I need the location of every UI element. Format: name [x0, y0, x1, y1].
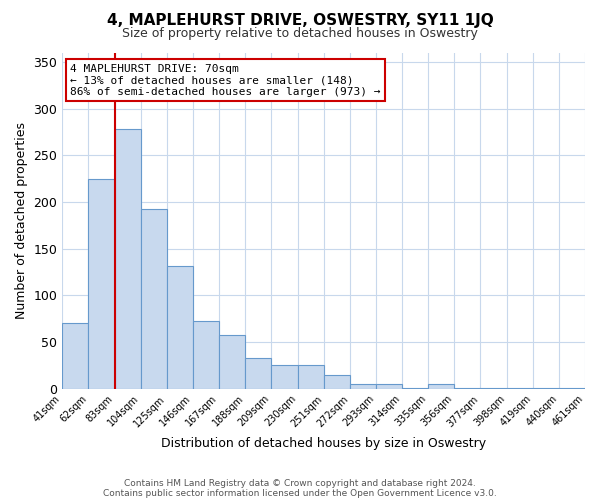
Y-axis label: Number of detached properties: Number of detached properties — [15, 122, 28, 319]
Bar — [88, 178, 115, 389]
Bar — [62, 324, 88, 389]
Bar — [350, 384, 376, 389]
Bar — [533, 388, 559, 389]
Text: 4 MAPLEHURST DRIVE: 70sqm
← 13% of detached houses are smaller (148)
86% of semi: 4 MAPLEHURST DRIVE: 70sqm ← 13% of detac… — [70, 64, 380, 97]
Bar — [271, 366, 298, 389]
Bar — [167, 266, 193, 389]
Bar — [115, 129, 140, 389]
Text: Contains public sector information licensed under the Open Government Licence v3: Contains public sector information licen… — [103, 488, 497, 498]
Bar — [245, 358, 271, 389]
Bar — [219, 334, 245, 389]
Bar — [376, 384, 402, 389]
Text: 4, MAPLEHURST DRIVE, OSWESTRY, SY11 1JQ: 4, MAPLEHURST DRIVE, OSWESTRY, SY11 1JQ — [107, 12, 493, 28]
Text: Size of property relative to detached houses in Oswestry: Size of property relative to detached ho… — [122, 28, 478, 40]
Bar — [402, 388, 428, 389]
Bar — [428, 384, 454, 389]
Bar — [323, 375, 350, 389]
Bar — [193, 320, 219, 389]
Bar — [481, 388, 506, 389]
Bar — [454, 388, 481, 389]
Bar — [559, 388, 585, 389]
Text: Contains HM Land Registry data © Crown copyright and database right 2024.: Contains HM Land Registry data © Crown c… — [124, 478, 476, 488]
Bar — [506, 388, 533, 389]
Bar — [140, 208, 167, 389]
Bar — [298, 366, 323, 389]
X-axis label: Distribution of detached houses by size in Oswestry: Distribution of detached houses by size … — [161, 437, 486, 450]
